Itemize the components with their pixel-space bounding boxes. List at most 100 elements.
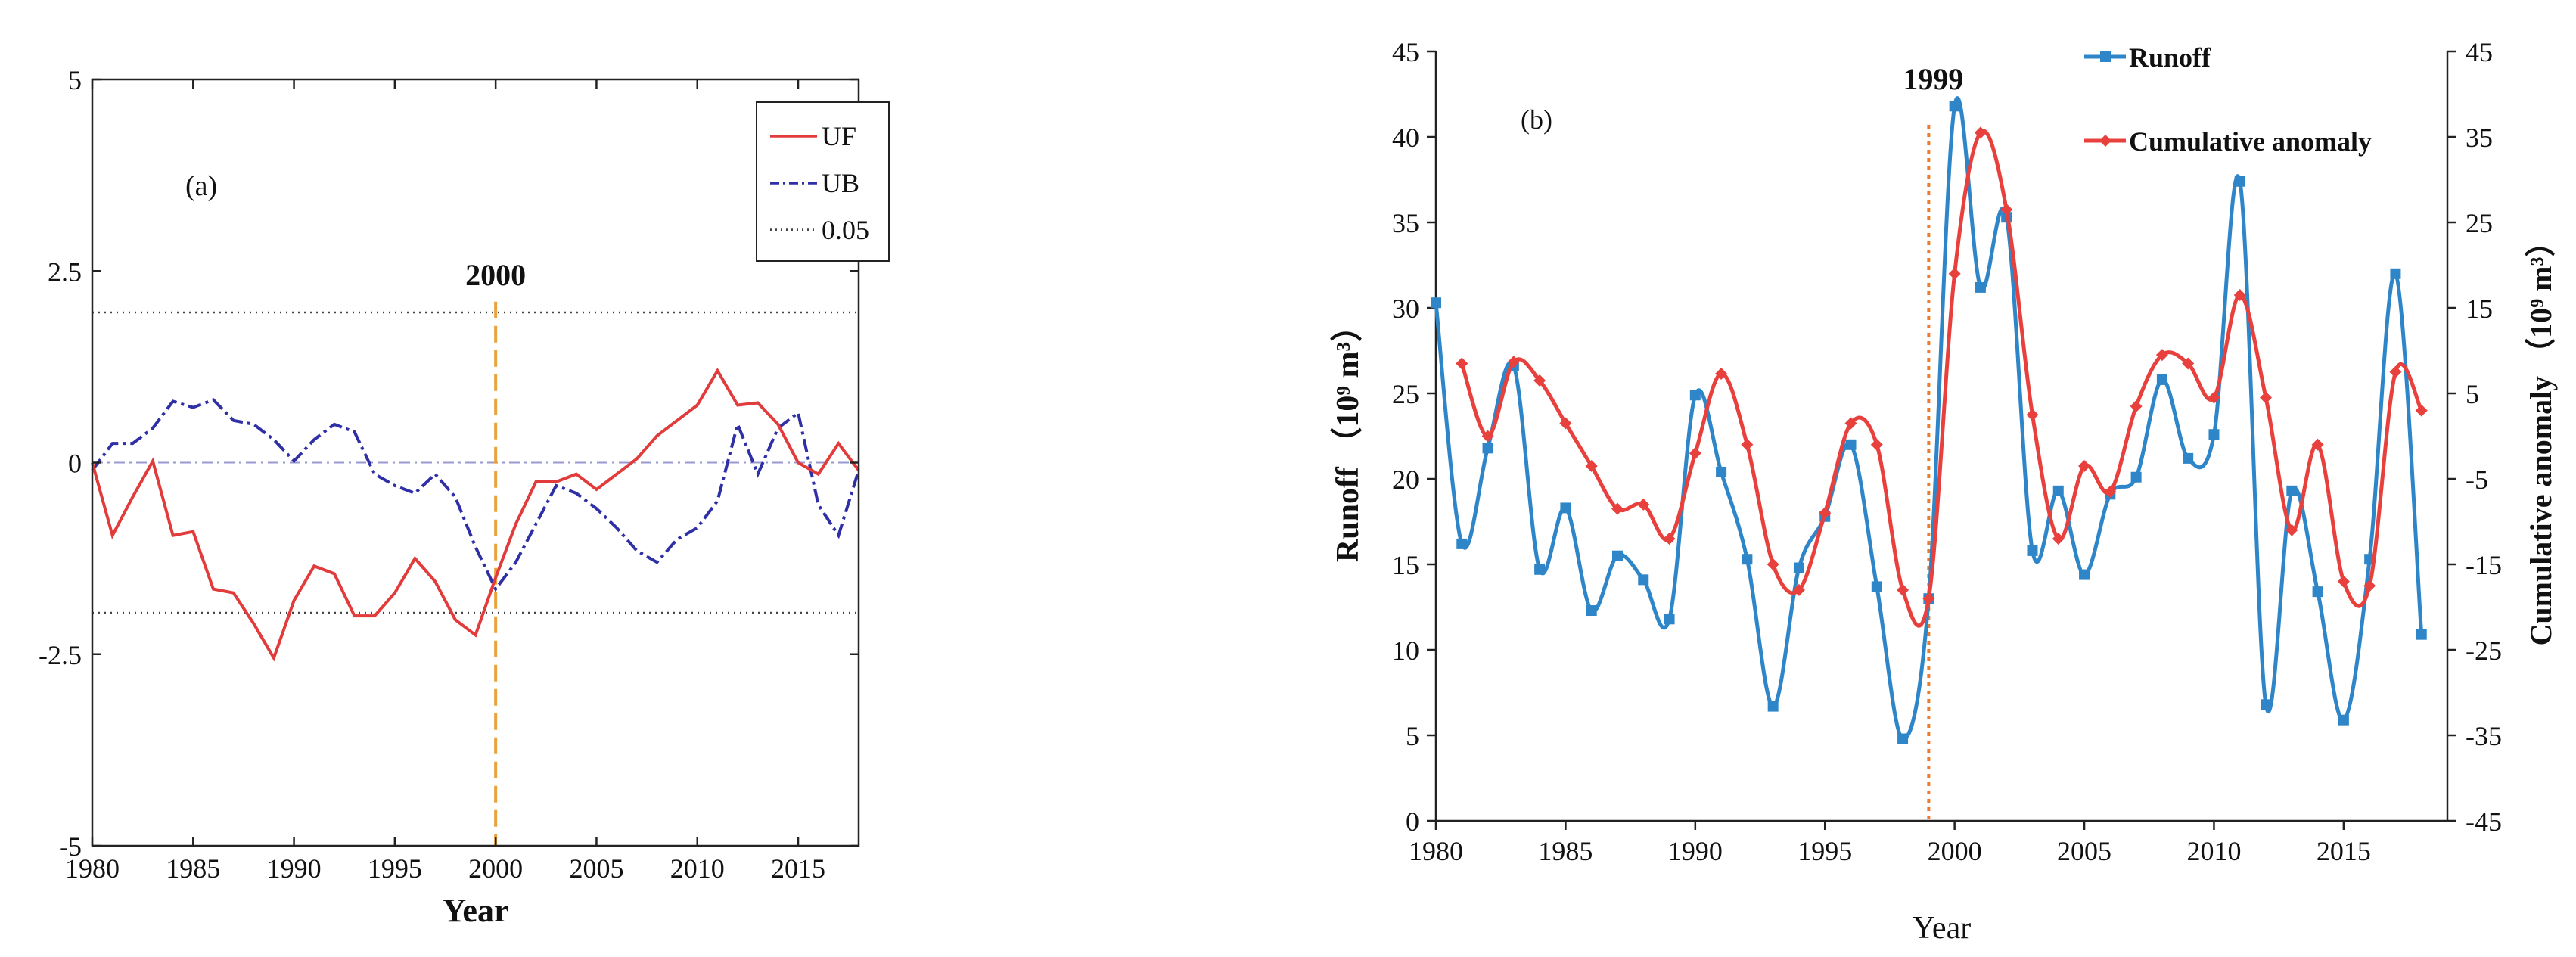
cumulative-anomaly-point xyxy=(1897,583,1909,596)
legend-box xyxy=(756,101,890,262)
changepoint-label: 1999 xyxy=(1903,62,1963,96)
cumulative-anomaly-point xyxy=(1741,438,1754,451)
runoff-point xyxy=(1793,562,1804,573)
cumulative-anomaly-point xyxy=(2182,357,2195,370)
cumulative-anomaly-point xyxy=(1507,356,1520,368)
x-tick-label: 1995 xyxy=(1798,836,1852,866)
cumulative-anomaly-point xyxy=(2311,438,2324,451)
runoff-point xyxy=(1482,443,1493,454)
runoff-point xyxy=(2052,485,2064,496)
x-tick-label: 2010 xyxy=(670,853,725,884)
x-tick-label: 2010 xyxy=(2186,836,2241,866)
changepoint-label: 2000 xyxy=(465,258,526,292)
runoff-point xyxy=(1586,605,1597,617)
runoff-point xyxy=(1949,101,1960,112)
cumulative-anomaly-point xyxy=(1792,583,1805,596)
y-tick-label: 15 xyxy=(1392,550,1419,580)
runoff-point xyxy=(1638,574,1649,586)
cumulative-anomaly-point xyxy=(1559,417,1572,430)
runoff-point xyxy=(1689,390,1701,401)
runoff-point xyxy=(1845,439,1857,450)
x-tick-label: 1980 xyxy=(65,853,120,884)
cumulative-anomaly-point xyxy=(1819,507,1832,520)
x-tick-label: 1985 xyxy=(1538,836,1593,866)
panel-a-chart: 2000 1980 1985 1990 1995 2000 2005 2010 2015 -5 -2… xyxy=(39,65,890,929)
y-tick-label: -5 xyxy=(59,831,82,862)
x-tick-label: 2000 xyxy=(468,853,523,884)
y2-tick-label: -15 xyxy=(2466,550,2502,580)
x-tick-label: 1990 xyxy=(267,853,322,884)
cumulative-anomaly-point xyxy=(2208,391,2220,404)
cumulative-anomaly-point xyxy=(1585,460,1598,473)
y2-tick-label: 5 xyxy=(2466,379,2479,409)
runoff-point xyxy=(1534,564,1546,575)
y-tick-label: -2.5 xyxy=(39,640,82,670)
y-tick-label: 0 xyxy=(1406,806,1419,837)
legend: UF UB 0.05 xyxy=(756,101,890,262)
cumulative-anomaly-point xyxy=(2078,460,2091,473)
runoff-point xyxy=(2234,176,2245,187)
cumulative-anomaly-point xyxy=(1456,357,1468,370)
runoff-point xyxy=(2208,429,2220,440)
runoff-point xyxy=(2286,485,2298,496)
cumulative-anomaly-point xyxy=(1974,126,1987,139)
cumulative-anomaly-point xyxy=(1663,533,1676,545)
y2-tick-label: -45 xyxy=(2466,806,2502,837)
y-tick-label: 0 xyxy=(68,449,82,479)
series-line-cumulative-anomaly xyxy=(1459,129,2423,628)
runoff-point xyxy=(1897,733,1909,744)
legend: Runoff Cumulative anomaly xyxy=(2084,42,2372,157)
cumulative-anomaly-point xyxy=(1533,374,1546,387)
y2-tick-label: 25 xyxy=(2466,208,2493,238)
y-tick-label: 5 xyxy=(68,65,82,95)
x-tick-label: 2015 xyxy=(771,853,825,884)
cumulative-anomaly-point xyxy=(1870,438,1883,451)
legend-item-uf: UF xyxy=(770,121,856,151)
series-line-ub xyxy=(91,398,860,592)
y2-axis-title: Cumulative anomaly （10⁹ m³） xyxy=(2524,227,2558,646)
y-tick-label: 25 xyxy=(1392,379,1419,409)
y-tick-label: 40 xyxy=(1392,123,1419,153)
cumulative-anomaly-point xyxy=(2233,289,2246,302)
cumulative-anomaly-point xyxy=(2260,391,2273,404)
x-tick-label: 1990 xyxy=(1668,836,1723,866)
y-tick-label: 20 xyxy=(1392,465,1419,495)
x-axis-title: Year xyxy=(1913,911,1971,946)
legend-marker xyxy=(2100,51,2111,62)
cumulative-anomaly-point xyxy=(2389,365,2402,378)
legend-label: Cumulative anomaly xyxy=(2129,126,2372,157)
runoff-point xyxy=(2183,452,2194,464)
runoff-point xyxy=(1975,281,1986,293)
series-line-runoff xyxy=(1434,96,2424,741)
y-tick-label: 35 xyxy=(1392,208,1419,238)
cumulative-anomaly-point xyxy=(2285,524,2298,536)
cumulative-anomaly-point xyxy=(1844,417,1857,430)
cumulative-anomaly-point xyxy=(2026,409,2039,421)
runoff-point xyxy=(2416,629,2427,640)
x-tick-label: 1980 xyxy=(1409,836,1463,866)
cumulative-anomaly-point xyxy=(1481,430,1494,443)
cumulative-anomaly-point xyxy=(1689,447,1701,460)
legend-marker xyxy=(2099,135,2111,147)
legend-item-ub: UB xyxy=(770,168,859,198)
cumulative-anomaly-point xyxy=(2155,349,2168,362)
panel-b-chart: 0 5 10 15 20 25 30 35 40 45 -45 -35 -25 -15 -5 5 15 25 35 4… xyxy=(1330,37,2558,946)
cumulative-anomaly-point xyxy=(2104,485,2117,498)
runoff-point xyxy=(1871,581,1882,592)
cumulative-anomaly-point xyxy=(1637,498,1650,511)
x-tick-label: 2000 xyxy=(1928,836,1982,866)
y-tick-label: 45 xyxy=(1392,37,1419,67)
panel-label: (b) xyxy=(1521,104,1552,135)
x-tick-label: 2015 xyxy=(2317,836,2371,866)
x-tick-label: 2005 xyxy=(569,853,623,884)
y2-tick-label: 15 xyxy=(2466,294,2493,324)
panel-label: (a) xyxy=(185,170,217,202)
runoff-point xyxy=(1456,538,1468,549)
runoff-point xyxy=(2156,374,2167,385)
runoff-point xyxy=(1560,502,1571,514)
x-tick-label: 1985 xyxy=(166,853,220,884)
cumulative-anomaly-point xyxy=(2130,399,2143,412)
cumulative-anomaly-point xyxy=(1715,368,1728,381)
x-tick-label: 2005 xyxy=(2057,836,2111,866)
